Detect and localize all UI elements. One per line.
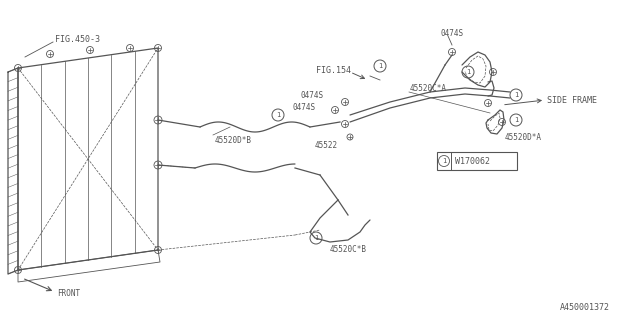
Text: 0474S: 0474S — [300, 91, 323, 100]
Text: 1: 1 — [442, 158, 446, 164]
Text: 45520D*A: 45520D*A — [505, 132, 542, 141]
Text: 45522: 45522 — [315, 140, 338, 149]
Text: 1: 1 — [314, 235, 318, 241]
Text: W170062: W170062 — [455, 156, 490, 165]
Text: 1: 1 — [378, 63, 382, 69]
Text: FIG.450-3: FIG.450-3 — [55, 35, 100, 44]
Bar — [437, 152, 517, 170]
Text: 45520C*B: 45520C*B — [330, 245, 367, 254]
Text: 45520D*B: 45520D*B — [215, 135, 252, 145]
Text: FIG.154: FIG.154 — [316, 66, 351, 75]
Text: SIDE FRAME: SIDE FRAME — [547, 95, 597, 105]
Text: 1: 1 — [514, 117, 518, 123]
Text: 1: 1 — [466, 69, 470, 75]
Text: 0474S: 0474S — [440, 28, 463, 37]
Text: FRONT: FRONT — [57, 289, 80, 298]
Text: 0474S: 0474S — [292, 102, 315, 111]
Text: 1: 1 — [514, 92, 518, 98]
Text: 1: 1 — [276, 112, 280, 118]
Text: A450001372: A450001372 — [560, 303, 610, 313]
Text: 45520C*A: 45520C*A — [410, 84, 447, 92]
